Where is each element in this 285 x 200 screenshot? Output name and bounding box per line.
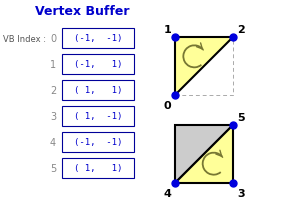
Bar [62, 106, 134, 126]
Text: 1: 1 [50, 60, 56, 70]
Text: ( 1,   1): ( 1, 1) [74, 86, 122, 95]
Text: 4: 4 [50, 137, 56, 147]
Text: 0: 0 [50, 34, 56, 44]
Bar [175, 38, 233, 96]
Bar [62, 158, 134, 178]
Text: 4: 4 [163, 188, 171, 198]
Text: (-1,   1): (-1, 1) [74, 60, 122, 69]
Polygon shape [175, 38, 233, 96]
Bar [62, 55, 134, 75]
Text: 5: 5 [237, 112, 245, 122]
Text: 0: 0 [163, 100, 171, 110]
Text: 3: 3 [237, 188, 245, 198]
Text: (-1,  -1): (-1, -1) [74, 34, 122, 43]
Text: 2: 2 [237, 25, 245, 35]
Text: VB Index :: VB Index : [3, 34, 46, 43]
Polygon shape [175, 125, 233, 183]
Bar [62, 81, 134, 100]
Text: Vertex Buffer: Vertex Buffer [35, 5, 129, 18]
Text: 5: 5 [50, 163, 56, 173]
Text: 2: 2 [50, 86, 56, 96]
Text: ( 1,   1): ( 1, 1) [74, 164, 122, 173]
Polygon shape [175, 125, 233, 183]
Text: 3: 3 [50, 111, 56, 121]
Bar [62, 29, 134, 49]
Bar [62, 132, 134, 152]
Bar [175, 125, 233, 183]
Text: ( 1,  -1): ( 1, -1) [74, 112, 122, 121]
Text: (-1,  -1): (-1, -1) [74, 138, 122, 147]
Text: 1: 1 [163, 25, 171, 35]
